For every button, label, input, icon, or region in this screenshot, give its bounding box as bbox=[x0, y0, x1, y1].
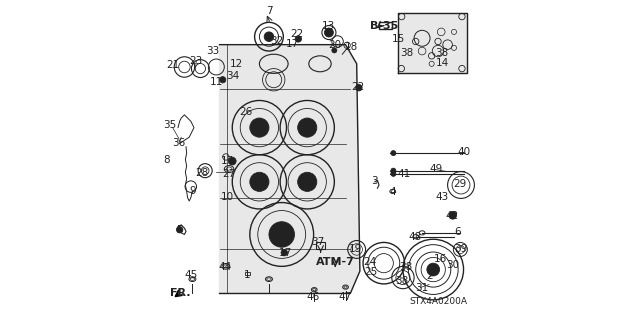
Text: 34: 34 bbox=[227, 71, 240, 81]
Circle shape bbox=[250, 172, 269, 191]
Circle shape bbox=[295, 36, 301, 42]
Text: 48: 48 bbox=[408, 232, 422, 242]
Text: 38: 38 bbox=[395, 276, 408, 286]
Circle shape bbox=[298, 172, 317, 191]
Circle shape bbox=[324, 28, 333, 37]
Text: 44: 44 bbox=[218, 262, 232, 272]
Circle shape bbox=[281, 249, 287, 256]
Text: 20: 20 bbox=[329, 40, 342, 50]
Text: 22: 22 bbox=[351, 82, 364, 92]
Text: 12: 12 bbox=[230, 59, 243, 70]
Text: 23: 23 bbox=[189, 56, 203, 66]
Text: 35: 35 bbox=[163, 120, 177, 130]
Bar bbox=[316, 242, 325, 249]
Text: 6: 6 bbox=[454, 227, 461, 237]
Text: 17: 17 bbox=[221, 156, 234, 166]
Text: 32: 32 bbox=[270, 36, 284, 47]
Text: 17: 17 bbox=[286, 39, 300, 49]
Text: 21: 21 bbox=[166, 60, 179, 70]
Bar bbox=[245, 272, 250, 275]
Text: 17: 17 bbox=[279, 248, 292, 258]
Polygon shape bbox=[398, 13, 467, 73]
Circle shape bbox=[391, 151, 396, 156]
Circle shape bbox=[269, 222, 294, 247]
Bar bbox=[379, 22, 392, 29]
Circle shape bbox=[391, 171, 396, 176]
Text: 38: 38 bbox=[400, 48, 413, 58]
Text: 38: 38 bbox=[435, 48, 449, 58]
Text: 43: 43 bbox=[435, 192, 449, 202]
Text: 29: 29 bbox=[453, 179, 467, 189]
Text: 13: 13 bbox=[323, 21, 335, 31]
Text: 22: 22 bbox=[291, 29, 303, 40]
Text: STX4A0200A: STX4A0200A bbox=[409, 297, 467, 306]
Text: 25: 25 bbox=[364, 267, 377, 277]
Text: 45: 45 bbox=[184, 270, 197, 280]
Text: 30: 30 bbox=[446, 260, 459, 271]
Circle shape bbox=[264, 32, 274, 41]
Text: 7: 7 bbox=[266, 6, 272, 16]
Text: 3: 3 bbox=[372, 176, 378, 186]
Text: 2: 2 bbox=[426, 271, 433, 281]
Text: 5: 5 bbox=[176, 225, 182, 235]
Circle shape bbox=[391, 168, 396, 173]
Text: 31: 31 bbox=[415, 283, 428, 293]
Circle shape bbox=[427, 263, 440, 276]
Circle shape bbox=[332, 48, 337, 53]
Text: 38: 38 bbox=[399, 262, 413, 272]
Text: 28: 28 bbox=[195, 168, 209, 178]
Polygon shape bbox=[220, 45, 360, 293]
Text: 36: 36 bbox=[172, 138, 186, 148]
Text: 47: 47 bbox=[339, 292, 351, 302]
Text: 11: 11 bbox=[210, 77, 223, 87]
Text: 40: 40 bbox=[458, 146, 471, 157]
Circle shape bbox=[449, 211, 456, 219]
Text: 33: 33 bbox=[206, 46, 220, 56]
Text: 24: 24 bbox=[363, 257, 376, 267]
Text: 8: 8 bbox=[163, 155, 170, 165]
Text: 46: 46 bbox=[307, 292, 319, 302]
Text: 9: 9 bbox=[189, 186, 196, 197]
Circle shape bbox=[356, 85, 362, 91]
Text: 26: 26 bbox=[239, 107, 253, 117]
Circle shape bbox=[250, 118, 269, 137]
Circle shape bbox=[298, 118, 317, 137]
Text: 16: 16 bbox=[434, 254, 447, 264]
Text: 19: 19 bbox=[348, 244, 362, 255]
Text: 1: 1 bbox=[243, 270, 250, 280]
Circle shape bbox=[228, 157, 236, 165]
Text: 41: 41 bbox=[398, 169, 411, 179]
Text: 42: 42 bbox=[445, 211, 459, 221]
Text: 14: 14 bbox=[436, 58, 449, 68]
Text: ATM-7: ATM-7 bbox=[316, 257, 355, 267]
Circle shape bbox=[220, 77, 226, 83]
Text: B-35: B-35 bbox=[370, 20, 398, 31]
Text: 10: 10 bbox=[221, 192, 234, 202]
Text: 37: 37 bbox=[311, 237, 324, 247]
Circle shape bbox=[177, 226, 183, 233]
Text: FR.: FR. bbox=[170, 288, 191, 298]
Text: 27: 27 bbox=[223, 169, 236, 179]
Text: 18: 18 bbox=[344, 42, 358, 52]
Text: 15: 15 bbox=[392, 34, 404, 44]
Text: 49: 49 bbox=[430, 164, 443, 174]
Text: 4: 4 bbox=[389, 187, 396, 197]
Text: 39: 39 bbox=[454, 244, 467, 255]
